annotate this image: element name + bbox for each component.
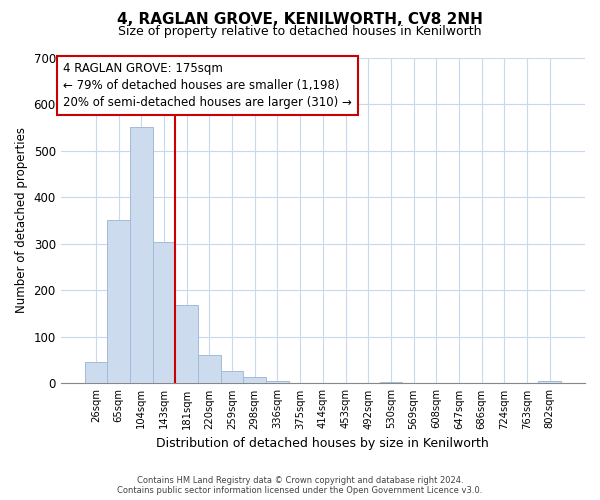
Text: 4 RAGLAN GROVE: 175sqm
← 79% of detached houses are smaller (1,198)
20% of semi-: 4 RAGLAN GROVE: 175sqm ← 79% of detached… [63,62,352,110]
Bar [175,305,198,384]
Bar [152,242,175,384]
Bar [198,355,221,384]
Bar [107,220,130,384]
Text: Contains HM Land Registry data © Crown copyright and database right 2024.
Contai: Contains HM Land Registry data © Crown c… [118,476,482,495]
Bar [380,382,402,384]
Bar [538,381,561,384]
Bar [244,378,266,384]
Bar [221,372,244,384]
Text: Size of property relative to detached houses in Kenilworth: Size of property relative to detached ho… [118,25,482,38]
Bar [266,381,289,384]
Bar [130,127,152,384]
Y-axis label: Number of detached properties: Number of detached properties [15,128,28,314]
X-axis label: Distribution of detached houses by size in Kenilworth: Distribution of detached houses by size … [157,437,489,450]
Text: 4, RAGLAN GROVE, KENILWORTH, CV8 2NH: 4, RAGLAN GROVE, KENILWORTH, CV8 2NH [117,12,483,28]
Bar [85,362,107,384]
